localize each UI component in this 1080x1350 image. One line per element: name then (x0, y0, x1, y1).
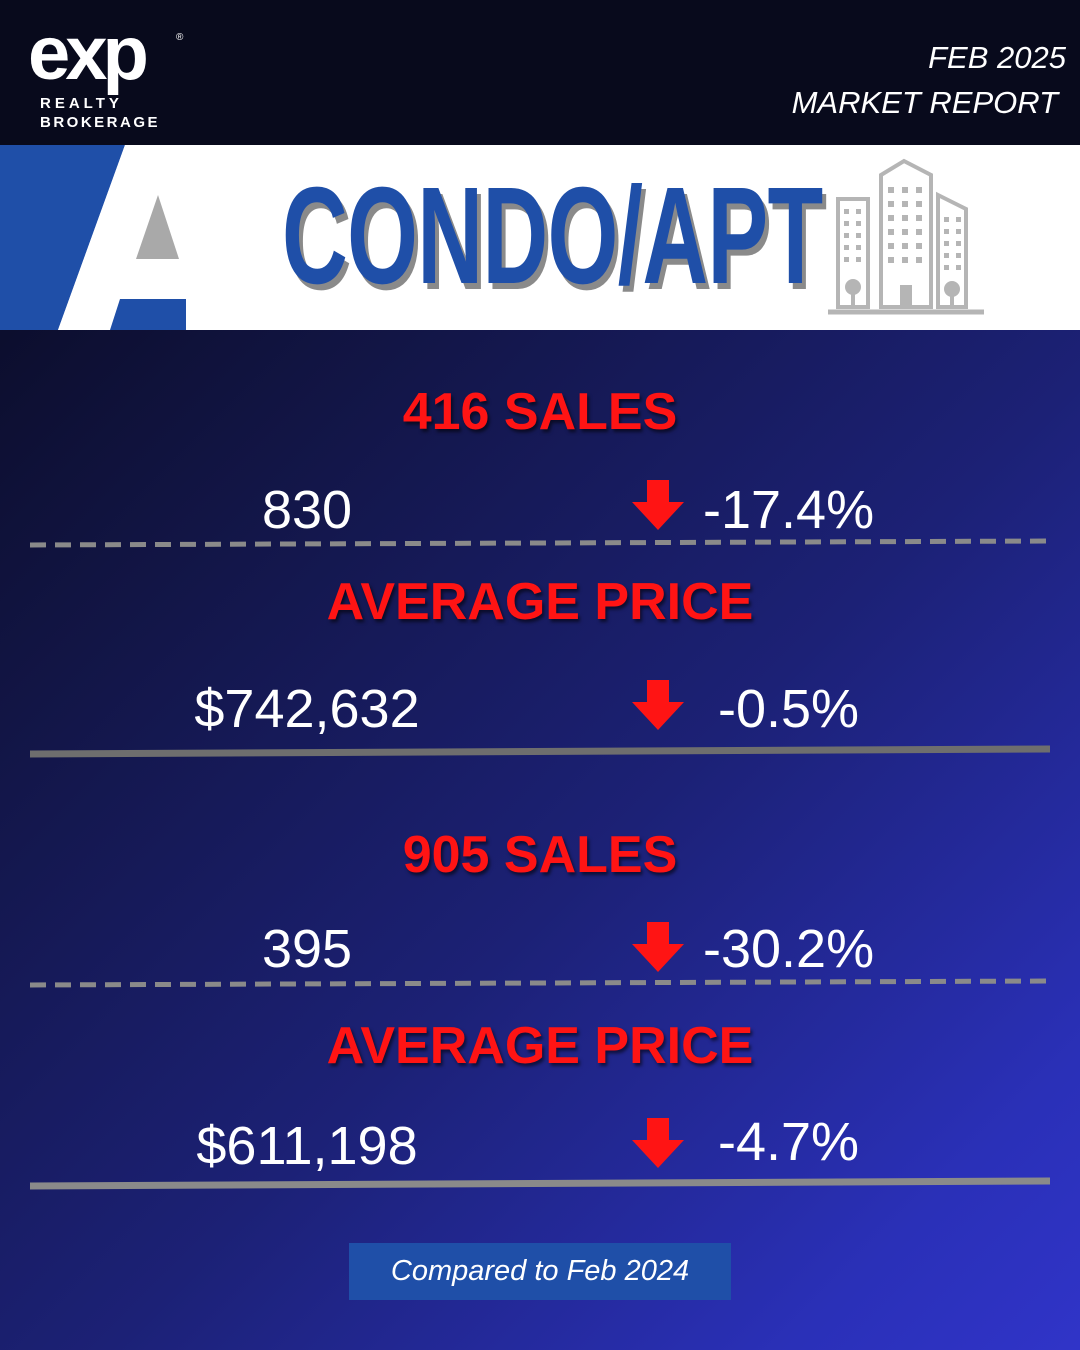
logo-brokerage-text: BROKERAGE (40, 114, 161, 131)
sales-count-416: 830 (261, 480, 353, 540)
category-banner: CONDO/APT (0, 145, 1080, 330)
logo-registered-mark: ® (176, 32, 184, 43)
arrow-down-icon (632, 680, 684, 730)
banner-title: CONDO/APT (282, 159, 823, 313)
arrow-down-icon (632, 480, 684, 530)
arrow-down-icon (632, 1118, 684, 1168)
dashed-divider (29, 978, 1051, 988)
sales-title-416: 416 SALES (402, 383, 678, 441)
top-header: exp ® REALTY BROKERAGE FEB 2025 MARKET R… (0, 0, 1080, 145)
dashed-divider (29, 538, 1051, 548)
report-date: FEB 2025 (928, 40, 1066, 75)
avg-price-905: $611,198 (196, 1116, 418, 1176)
logo-wordmark: exp (28, 11, 149, 96)
comparison-note: Compared to Feb 2024 (349, 1243, 731, 1300)
logo-realty-text: REALTY (40, 95, 123, 112)
solid-divider (29, 1177, 1051, 1190)
sales-change-416: -17.4% (703, 480, 875, 540)
sales-title-905: 905 SALES (402, 826, 678, 884)
report-title: MARKET REPORT (791, 85, 1058, 120)
avg-price-416: $742,632 (194, 679, 420, 739)
sales-count-905: 395 (261, 919, 353, 979)
avg-price-title-905: AVERAGE PRICE (326, 1017, 754, 1075)
building-icon (828, 158, 984, 315)
sales-change-905: -30.2% (703, 919, 875, 979)
exp-realty-logo: exp ® REALTY BROKERAGE (28, 16, 198, 135)
solid-divider (29, 745, 1051, 758)
avg-price-change-905: -4.7% (718, 1112, 860, 1172)
letter-a-graphic (0, 145, 186, 330)
avg-price-title-416: AVERAGE PRICE (326, 573, 754, 631)
avg-price-change-416: -0.5% (718, 679, 860, 739)
arrow-down-icon (632, 922, 684, 972)
